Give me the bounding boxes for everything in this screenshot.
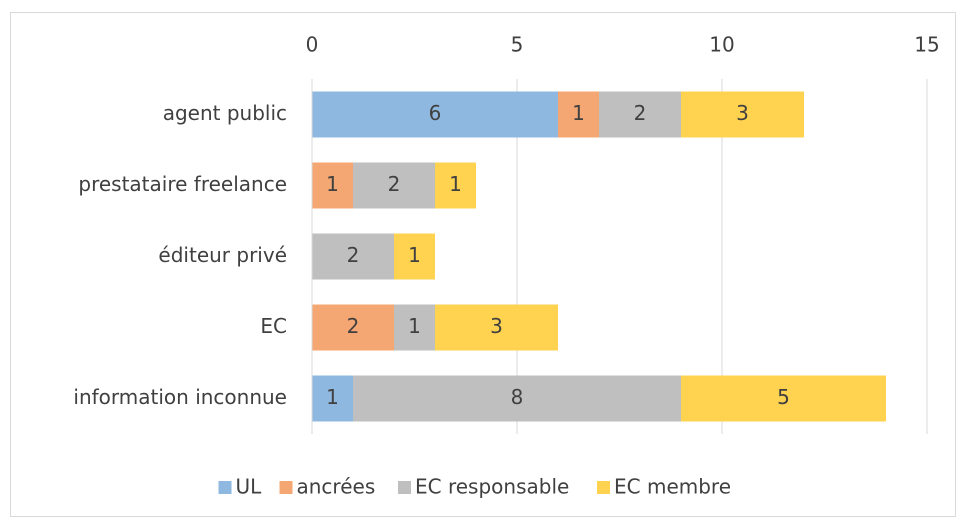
data-label: 1 [572,101,585,125]
y-tick-label: éditeur privé [158,243,287,267]
data-label: 1 [326,385,339,409]
data-label: 1 [326,172,339,196]
data-label: 2 [634,101,647,125]
bar-segment [435,162,476,209]
x-tick-label: 0 [306,33,319,57]
data-label: 3 [490,314,503,338]
bar-segment [394,233,435,280]
bar-segment [435,304,558,351]
bar-segment [312,304,394,351]
legend-label: ancrées [297,475,376,499]
data-label: 5 [777,385,790,409]
bar-segment [353,162,435,209]
data-label: 1 [408,314,421,338]
bar-segment [681,375,886,422]
data-label: 6 [429,101,442,125]
bar-segment [394,304,435,351]
bar-segment [312,162,353,209]
data-label: 2 [347,314,360,338]
data-label: 2 [347,243,360,267]
y-tick-label: EC [260,314,287,338]
legend-swatch [218,481,232,494]
legend-label: EC membre [614,475,731,499]
data-label: 1 [449,172,462,196]
legend-label: EC responsable [415,475,569,499]
bar-segment [681,91,804,138]
bar-segment [312,233,394,280]
bar-segment [312,91,558,138]
legend-label: UL [236,475,263,499]
bar-segment [599,91,681,138]
y-tick-label: prestataire freelance [78,172,287,196]
x-tick-label: 5 [511,33,524,57]
y-tick-label: agent public [163,101,287,125]
legend-swatch [398,481,411,494]
x-tick-label: 15 [914,33,939,57]
data-label: 1 [408,243,421,267]
bar-segment [312,375,353,422]
legend-swatch [279,481,293,494]
bar-segment [353,375,681,422]
data-label: 8 [511,385,524,409]
y-tick-label: information inconnue [73,385,287,409]
chart-border [10,12,956,517]
x-tick-label: 10 [709,33,734,57]
data-label: 3 [736,101,749,125]
legend-swatch [597,481,610,494]
data-label: 2 [388,172,401,196]
bar-segment [558,91,599,138]
